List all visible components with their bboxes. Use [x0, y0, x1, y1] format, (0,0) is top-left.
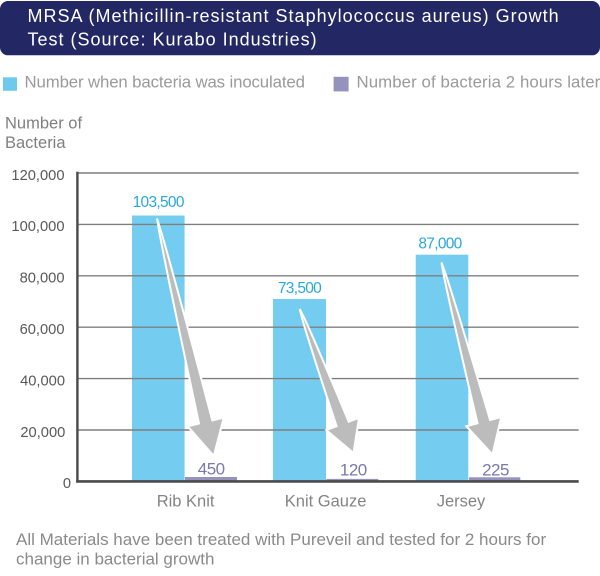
svg-text:Test (Source: Kurabo Industrie: Test (Source: Kurabo Industries): [28, 29, 318, 49]
svg-text:Knit Gauze: Knit Gauze: [285, 493, 367, 511]
svg-text:73,500: 73,500: [278, 280, 322, 297]
svg-text:450: 450: [198, 460, 225, 479]
svg-text:All Materials have been treate: All Materials have been treated with Pur…: [16, 530, 546, 549]
svg-text:Number of: Number of: [5, 115, 82, 133]
svg-text:MRSA (Methicillin-resistant St: MRSA (Methicillin-resistant Staphylococc…: [28, 6, 560, 26]
svg-text:225: 225: [482, 461, 509, 480]
svg-text:103,500: 103,500: [133, 194, 185, 211]
svg-text:Jersey: Jersey: [437, 493, 486, 511]
svg-text:0: 0: [63, 476, 71, 492]
svg-text:120,000: 120,000: [11, 168, 64, 184]
svg-text:change in bacterial growth: change in bacterial growth: [16, 550, 214, 569]
svg-text:80,000: 80,000: [20, 271, 65, 287]
svg-text:Number when bacteria was inocu: Number when bacteria was inoculated: [25, 73, 305, 92]
svg-text:Rib Knit: Rib Knit: [157, 493, 215, 511]
svg-text:60,000: 60,000: [20, 322, 65, 338]
svg-text:40,000: 40,000: [20, 373, 65, 389]
svg-text:Bacteria: Bacteria: [5, 134, 66, 152]
svg-text:120: 120: [340, 460, 367, 479]
svg-text:100,000: 100,000: [11, 219, 64, 235]
svg-text:Number of bacteria 2 hours lat: Number of bacteria 2 hours later: [357, 73, 600, 92]
svg-text:87,000: 87,000: [418, 235, 462, 252]
svg-text:20,000: 20,000: [20, 425, 65, 441]
